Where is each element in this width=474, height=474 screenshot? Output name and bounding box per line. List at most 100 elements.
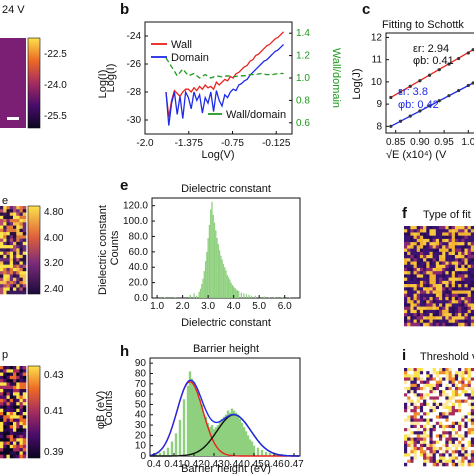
panel-i-pixel (429, 418, 433, 423)
map-mid-pixel (0, 254, 4, 259)
panel-h-bar (170, 441, 174, 456)
map-mid-pixel (13, 248, 17, 252)
map-bot-pixel (13, 454, 17, 459)
panel-c-ytick-label: 11 (372, 55, 383, 66)
map-bot-pixel (3, 405, 7, 410)
panel-f-pixel (464, 274, 468, 278)
panel-e-bar (202, 278, 204, 298)
panel-i-pixel (432, 431, 437, 435)
panel-f-pixel (429, 248, 433, 253)
panel-f-pixel (470, 303, 474, 307)
panel-f-pixel (429, 238, 433, 243)
map-bot-pixel (6, 448, 11, 452)
panel-i-pixel (419, 434, 424, 438)
panel-i-pixel (435, 450, 440, 454)
panel-i-pixel (432, 393, 437, 397)
panel-i-pixel (445, 412, 449, 416)
panel-f-pixel (429, 303, 433, 307)
panel-i-pixel (458, 409, 462, 413)
map-bot-pixel (6, 451, 11, 456)
panel-f-pixel (407, 258, 411, 262)
panel-f-pixel (467, 229, 472, 233)
map-bot-pixel (13, 418, 17, 423)
panel-f-pixel (467, 280, 472, 285)
panel-i-pixel (445, 371, 449, 375)
panel-i-pixel (419, 437, 424, 442)
panel-f-pixel (448, 280, 453, 285)
map-bot-pixel (0, 435, 4, 439)
map-mid-pixel (22, 238, 27, 243)
panel-f-pixel (419, 271, 424, 275)
map-mid-pixel (3, 287, 7, 292)
panel-i-pixel (454, 453, 459, 457)
panel-f-pixel (435, 245, 440, 249)
panel-f-pixel (429, 290, 433, 295)
panel-e-xtick-label: 1.0 (150, 301, 164, 312)
panel-f-pixel (439, 229, 443, 233)
map-mid-pixel (19, 254, 24, 259)
panel-i-pixel (461, 437, 465, 442)
panel-f-pixel (416, 251, 421, 256)
panel-f-pixel (458, 306, 462, 311)
panel-f-pixel (454, 280, 459, 285)
panel-f-pixel (448, 306, 453, 311)
map-bot-pixel (3, 385, 7, 390)
panel-i-pixel (423, 405, 427, 410)
panel-f-pixel (435, 290, 440, 295)
panel-i-pixel (407, 421, 411, 426)
map-mid-pixel (16, 212, 20, 217)
panel-f-pixel (439, 264, 443, 269)
panel-i-pixel (470, 393, 474, 397)
panel-e-ylabel: Counts (109, 230, 121, 265)
panel-i-pixel (458, 415, 462, 419)
panel-f-pixel (416, 264, 421, 269)
panel-i-pixel (410, 450, 414, 454)
map-mid-pixel (6, 248, 11, 252)
panel-f-pixel (404, 309, 408, 314)
map-mid-pixel (6, 287, 11, 292)
map-bot-pixel (13, 421, 17, 426)
panel-f-pixel (423, 303, 427, 307)
panel-f-pixel (442, 319, 446, 324)
panel-f-pixel (410, 287, 414, 291)
map-mid-pixel (19, 290, 24, 295)
panel-i-pixel (407, 424, 411, 429)
panel-i-pixel (410, 421, 414, 426)
panel-i-pixel (454, 434, 459, 438)
map-bot-pixel (19, 405, 24, 410)
map-bot-pixel (16, 438, 20, 442)
map-mid-pixel (19, 206, 24, 210)
map-bot-pixel (13, 385, 17, 390)
panel-e-bar (207, 238, 209, 298)
panel-f-pixel (464, 293, 468, 298)
panel-b-y2tick-label: 1.4 (296, 28, 310, 39)
panel-f-pixel (451, 300, 456, 304)
panel-f-pixel (432, 303, 437, 307)
map-mid-pixel (13, 225, 17, 230)
panel-f-pixel (470, 232, 474, 236)
map-bot-pixel (13, 392, 17, 396)
panel-h-bar (194, 388, 198, 456)
panel-f-pixel (429, 274, 433, 278)
panel-f-pixel (413, 309, 418, 314)
map-bot-pixel (16, 428, 20, 433)
panel-f-pixel (416, 255, 421, 259)
panel-f-pixel (439, 258, 443, 262)
map-bot-pixel (9, 402, 14, 406)
panel-f-pixel (413, 229, 418, 233)
panel-f-pixel (404, 264, 408, 269)
panel-f-pixel (464, 319, 468, 324)
panel-i-pixel (448, 390, 453, 394)
panel-f-pixel (451, 309, 456, 314)
panel-i-pixel (461, 412, 465, 416)
panel-f-pixel (416, 293, 421, 298)
panel-i-pixel (461, 440, 465, 445)
panel-f-pixel (451, 271, 456, 275)
panel-i-pixel (419, 380, 424, 385)
map-mid-pixel (9, 241, 14, 246)
panel-f-pixel (419, 306, 424, 311)
panel-i-pixel (423, 447, 427, 451)
panel-i-pixel (404, 402, 408, 407)
panel-b-y2tick-label: 1.2 (296, 51, 310, 62)
panel-i-pixel (426, 402, 430, 407)
